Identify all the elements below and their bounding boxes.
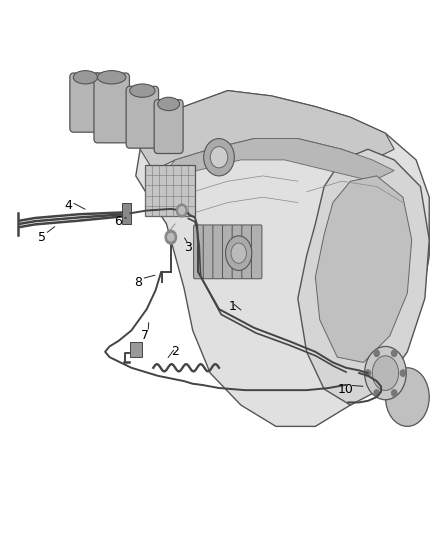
FancyBboxPatch shape <box>223 225 233 279</box>
Circle shape <box>392 350 397 357</box>
Circle shape <box>392 390 397 396</box>
Circle shape <box>400 370 406 376</box>
Polygon shape <box>136 91 429 426</box>
Bar <box>145 165 195 216</box>
Ellipse shape <box>364 346 406 400</box>
Text: 3: 3 <box>184 241 192 254</box>
Text: 10: 10 <box>338 383 354 395</box>
Circle shape <box>365 370 371 376</box>
Bar <box>130 342 142 357</box>
FancyBboxPatch shape <box>94 73 130 143</box>
FancyBboxPatch shape <box>203 225 214 279</box>
Circle shape <box>177 204 187 217</box>
FancyBboxPatch shape <box>126 86 159 148</box>
Polygon shape <box>140 91 394 171</box>
Ellipse shape <box>231 243 246 263</box>
Circle shape <box>168 233 174 241</box>
Polygon shape <box>315 176 412 362</box>
Ellipse shape <box>385 368 429 426</box>
FancyBboxPatch shape <box>213 225 223 279</box>
Ellipse shape <box>204 139 234 176</box>
Text: 2: 2 <box>171 345 179 358</box>
Text: 6: 6 <box>114 215 122 228</box>
Text: 1: 1 <box>228 300 236 313</box>
Ellipse shape <box>130 84 155 98</box>
FancyBboxPatch shape <box>242 225 252 279</box>
Circle shape <box>374 350 379 357</box>
Ellipse shape <box>210 147 228 168</box>
Text: 5: 5 <box>38 231 46 244</box>
Text: 4: 4 <box>64 199 72 212</box>
Ellipse shape <box>372 356 399 390</box>
Ellipse shape <box>158 98 180 111</box>
Polygon shape <box>153 139 394 187</box>
Ellipse shape <box>97 70 126 84</box>
Circle shape <box>165 230 177 244</box>
FancyBboxPatch shape <box>251 225 262 279</box>
Bar <box>122 203 131 224</box>
Text: 7: 7 <box>141 329 148 342</box>
FancyBboxPatch shape <box>154 100 183 154</box>
Circle shape <box>179 207 185 214</box>
Text: 8: 8 <box>134 276 142 289</box>
Polygon shape <box>298 149 429 405</box>
Ellipse shape <box>226 236 252 271</box>
Ellipse shape <box>73 70 97 84</box>
Circle shape <box>374 390 379 396</box>
FancyBboxPatch shape <box>70 73 101 132</box>
FancyBboxPatch shape <box>232 225 243 279</box>
FancyBboxPatch shape <box>194 225 204 279</box>
